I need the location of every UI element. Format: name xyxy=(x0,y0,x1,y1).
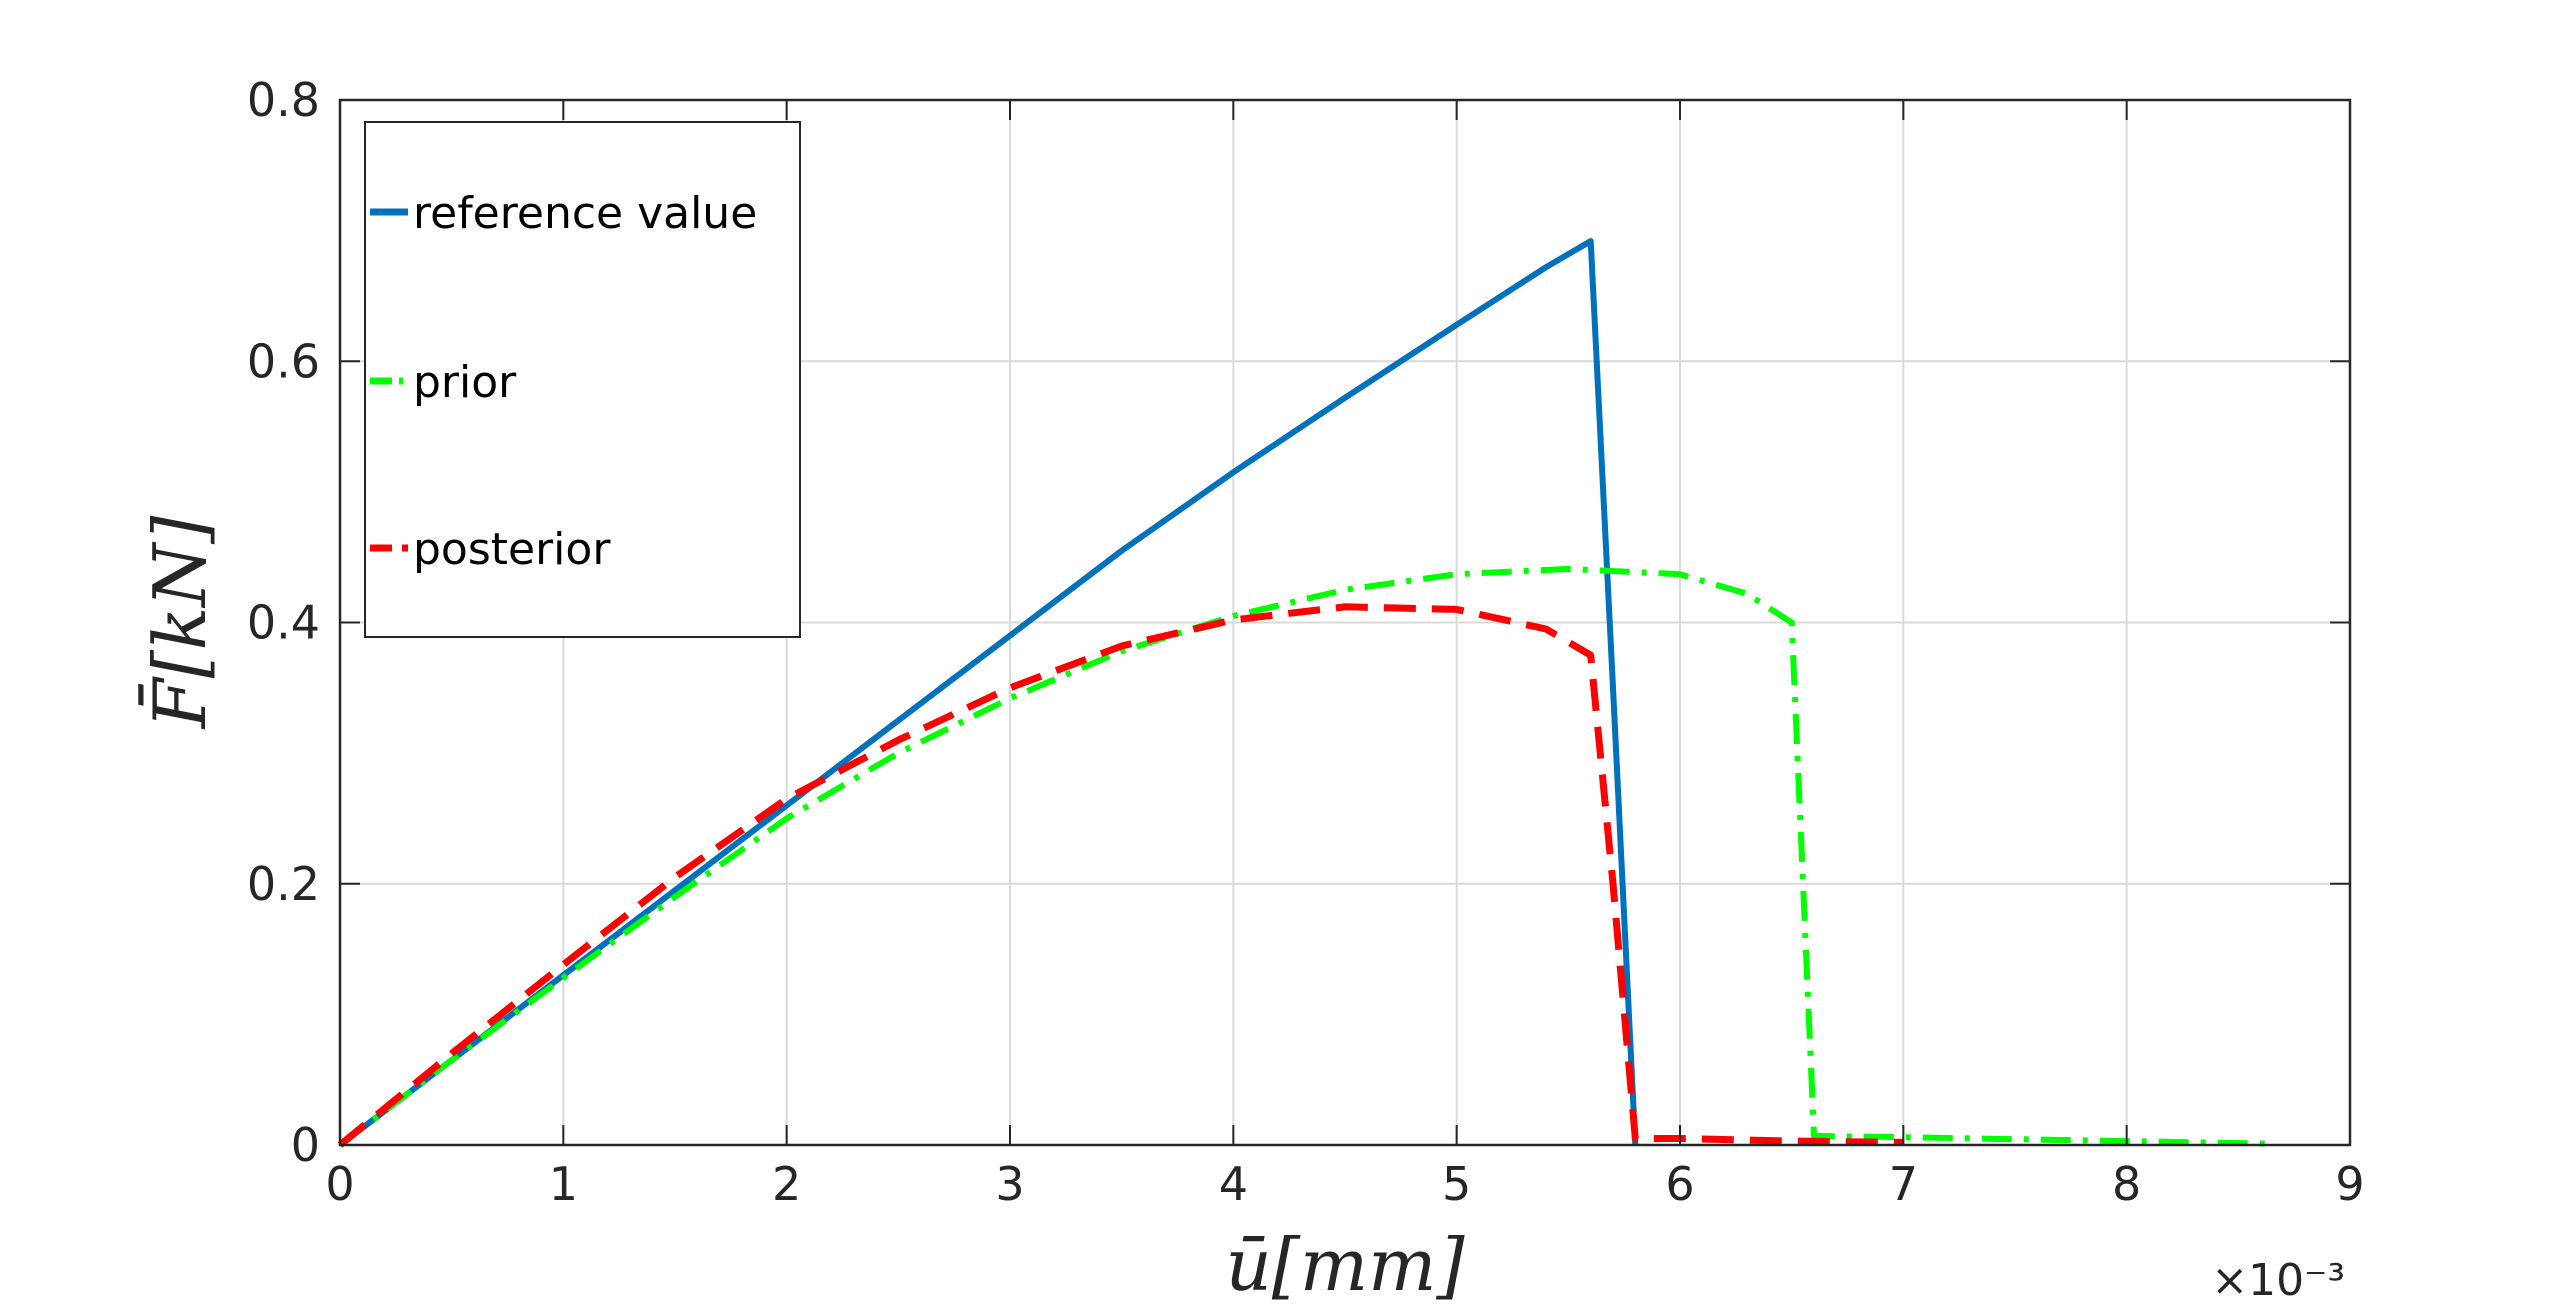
x-tick-label: 0 xyxy=(325,1157,354,1211)
x-tick-label: 9 xyxy=(2335,1157,2364,1211)
legend-box xyxy=(364,121,801,638)
series-line-prior xyxy=(338,565,2272,1148)
legend-label-posterior: posterior xyxy=(413,524,611,575)
x-tick-label: 7 xyxy=(1889,1157,1918,1211)
legend-label-prior: prior xyxy=(413,357,517,408)
y-tick-label: 0.4 xyxy=(247,596,320,650)
y-tick-label: 0.8 xyxy=(247,73,320,127)
y-tick-label: 0.6 xyxy=(247,334,320,388)
x-axis-label: ū[mm] xyxy=(1225,1223,1465,1305)
x-tick-label: 4 xyxy=(1219,1157,1248,1211)
legend-label-reference: reference value xyxy=(413,188,757,239)
x-tick-label: 3 xyxy=(995,1157,1024,1211)
series-layer xyxy=(337,238,2272,1148)
x-tick-label: 2 xyxy=(772,1157,801,1211)
series-line-reference-value xyxy=(338,238,1639,1148)
ticks: 0 1 2 3 4 5 6 7 8 9 0 0.2 0.4 0.6 0.8 xyxy=(247,73,2365,1211)
y-tick-label: 0.2 xyxy=(247,857,320,911)
x-tick-label: 8 xyxy=(2112,1157,2141,1211)
y-tick-label: 0 xyxy=(291,1118,320,1172)
x-tick-label: 1 xyxy=(549,1157,578,1211)
series-line-posterior xyxy=(337,603,1904,1148)
legend: reference value prior posterior xyxy=(364,121,801,638)
x-tick-label: 5 xyxy=(1442,1157,1471,1211)
x-tick-label: 6 xyxy=(1665,1157,1694,1211)
x-axis-exponent: ×10⁻³ xyxy=(2211,1255,2345,1305)
y-axis-label: F̄[kN] xyxy=(137,515,222,731)
